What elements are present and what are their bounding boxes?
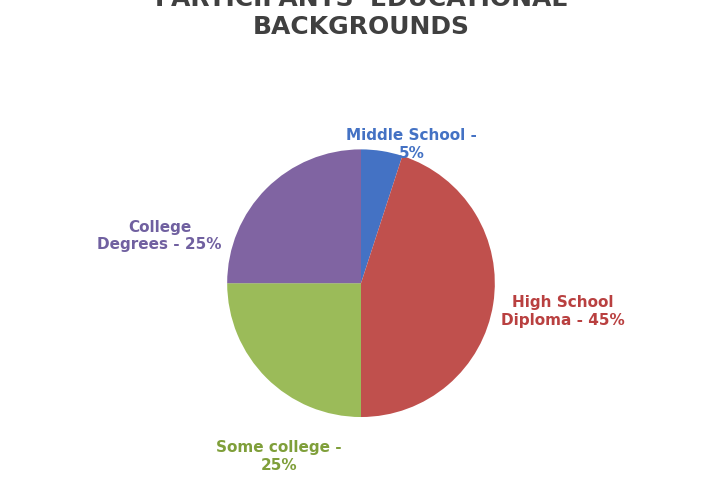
Text: Some college -
25%: Some college - 25%: [217, 440, 342, 473]
Text: Middle School -
5%: Middle School - 5%: [346, 129, 477, 161]
Wedge shape: [227, 283, 361, 417]
Wedge shape: [227, 149, 361, 283]
Text: College
Degrees - 25%: College Degrees - 25%: [97, 220, 222, 252]
Wedge shape: [361, 156, 495, 417]
Title: PARTICIPANTS' EDUCATIONAL
BACKGROUNDS: PARTICIPANTS' EDUCATIONAL BACKGROUNDS: [155, 0, 567, 39]
Text: High School
Diploma - 45%: High School Diploma - 45%: [500, 295, 625, 328]
Wedge shape: [361, 149, 402, 283]
